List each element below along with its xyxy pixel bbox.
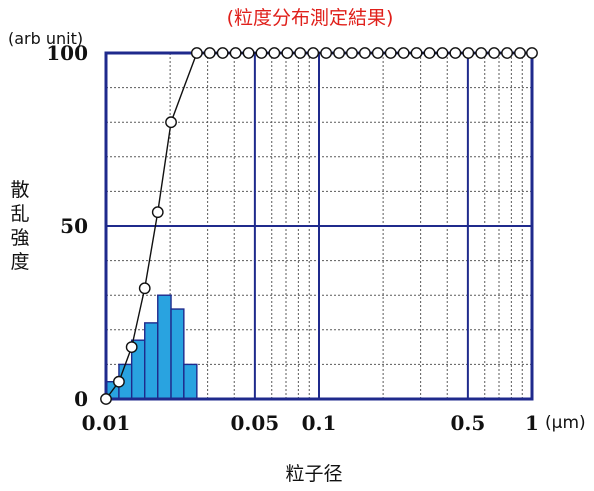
curve-marker (100, 393, 112, 405)
curve-marker (151, 206, 164, 219)
curve-marker (358, 47, 371, 59)
curve-marker (501, 47, 513, 59)
y-tick-label: 100 (46, 41, 88, 65)
histogram-bar (170, 308, 185, 400)
histogram-bar (144, 322, 159, 400)
curve-marker (423, 47, 436, 59)
y-axis-label-char: 強 (10, 227, 29, 249)
chart-title: (粒度分布測定結果) (227, 7, 394, 29)
curve-marker (268, 47, 281, 59)
curve-marker (514, 47, 526, 59)
curve-marker (113, 375, 125, 388)
y-axis-label-char: 乱 (10, 203, 29, 225)
curve-marker (397, 47, 410, 59)
x-axis-label: 粒子径 (285, 463, 342, 485)
curve-marker (203, 47, 216, 59)
y-axis-label-char: 散 (10, 179, 29, 201)
curve-marker (384, 47, 397, 59)
curve-marker (255, 47, 268, 59)
curve-marker (410, 47, 423, 59)
curve-marker (436, 47, 449, 59)
curve-marker (307, 47, 320, 59)
x-tick-label: 1 (525, 411, 539, 435)
x-tick-label: 0.01 (82, 411, 131, 435)
curve-marker (346, 47, 358, 59)
x-tick-label: 0.5 (450, 411, 485, 435)
curve-marker (190, 47, 203, 59)
curve-marker (462, 47, 475, 59)
curve-marker (281, 47, 294, 59)
x-tick-label: 0.05 (231, 411, 280, 435)
y-tick-labels: 0 50 100 (46, 41, 88, 411)
cumulative-markers (100, 47, 538, 405)
histogram-bar (157, 294, 172, 400)
curve-marker (475, 47, 488, 59)
y-tick-label: 50 (60, 214, 88, 238)
curve-marker (294, 47, 307, 59)
curve-marker (488, 47, 501, 59)
curve-marker (449, 47, 462, 59)
y-unit-label: (arb unit) (8, 29, 83, 48)
curve-marker (229, 47, 242, 59)
curve-marker (242, 47, 255, 59)
curve-marker (320, 47, 333, 59)
curve-marker (125, 341, 138, 353)
curve-marker (526, 47, 538, 59)
y-axis-label-char: 度 (10, 251, 29, 273)
x-tick-labels: 0.01 0.05 0.1 0.5 1 (82, 411, 539, 435)
curve-marker (165, 116, 177, 129)
y-tick-label: 0 (74, 387, 88, 411)
histogram-bar (183, 363, 198, 400)
curve-marker (138, 282, 151, 295)
cumulative-curve (105, 52, 532, 400)
curve-marker (216, 47, 229, 59)
curve-marker (333, 47, 345, 59)
x-unit-label: (μm) (545, 413, 586, 433)
x-tick-label: 0.1 (302, 411, 337, 435)
major-gridlines (106, 53, 532, 399)
curve-marker (371, 47, 384, 59)
